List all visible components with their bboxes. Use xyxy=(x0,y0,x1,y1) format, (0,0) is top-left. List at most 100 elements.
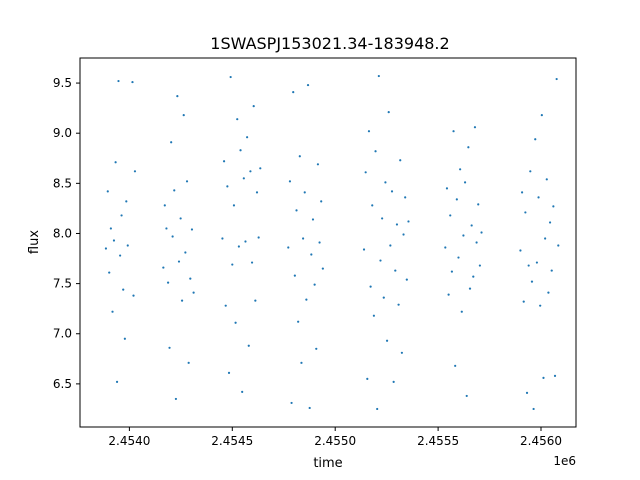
data-point xyxy=(454,364,457,367)
data-point xyxy=(184,251,187,254)
data-point xyxy=(544,237,547,240)
data-point xyxy=(524,211,527,214)
data-point xyxy=(222,160,226,163)
data-point xyxy=(224,304,227,307)
data-point xyxy=(177,260,181,263)
data-point xyxy=(477,203,480,206)
data-point xyxy=(522,300,525,303)
data-point xyxy=(372,314,375,317)
data-point xyxy=(374,150,377,153)
data-point xyxy=(519,249,522,252)
data-point xyxy=(306,83,310,87)
data-point xyxy=(557,244,560,247)
data-point xyxy=(397,303,400,306)
data-point xyxy=(452,130,455,133)
data-point xyxy=(120,214,123,217)
y-tick-label: 6.5 xyxy=(53,377,72,391)
data-point xyxy=(459,168,462,171)
data-point xyxy=(381,217,384,220)
data-point xyxy=(236,118,239,121)
data-point xyxy=(400,351,403,354)
data-point xyxy=(287,246,290,249)
data-point xyxy=(109,227,112,230)
y-axis: 6.5 7.0 7.5 8.0 8.5 9.0 9.5 xyxy=(53,76,80,391)
data-point xyxy=(362,248,366,251)
data-point xyxy=(180,299,184,302)
data-point xyxy=(176,95,179,98)
data-point xyxy=(540,114,543,117)
data-point xyxy=(532,407,535,411)
data-point xyxy=(165,227,168,230)
data-point xyxy=(364,171,367,174)
data-point xyxy=(404,196,407,199)
data-point xyxy=(252,105,255,108)
data-point xyxy=(171,235,174,238)
data-point xyxy=(390,190,394,193)
data-point xyxy=(321,267,324,270)
data-point xyxy=(293,274,296,277)
data-point xyxy=(305,298,308,301)
data-point xyxy=(179,217,182,220)
data-point xyxy=(302,237,305,240)
data-point xyxy=(472,275,475,278)
data-point xyxy=(290,401,293,405)
data-point xyxy=(449,214,452,217)
data-point xyxy=(455,198,458,201)
data-point xyxy=(303,191,306,194)
y-axis-label: flux xyxy=(27,230,42,254)
data-point xyxy=(457,256,460,259)
data-point xyxy=(117,79,120,83)
data-point xyxy=(242,177,245,180)
data-point xyxy=(311,218,315,221)
data-point xyxy=(473,126,477,129)
data-point xyxy=(530,280,534,283)
x-tick-label: 2.4560 xyxy=(520,434,562,448)
x-tick-label: 2.4550 xyxy=(314,434,356,448)
data-point xyxy=(119,254,122,257)
data-point xyxy=(407,220,410,223)
data-point xyxy=(384,181,387,184)
data-point xyxy=(405,278,408,281)
data-point xyxy=(555,77,558,81)
data-point xyxy=(462,234,465,237)
x-axis-label: time xyxy=(313,456,342,471)
data-point xyxy=(126,244,129,247)
data-point xyxy=(295,209,298,212)
data-point xyxy=(259,167,262,170)
data-point xyxy=(187,361,190,364)
data-point xyxy=(478,264,481,267)
data-point xyxy=(537,196,540,199)
data-point xyxy=(123,337,126,340)
data-point xyxy=(237,245,240,248)
data-point xyxy=(308,406,311,410)
data-point xyxy=(234,321,237,324)
data-point xyxy=(553,374,557,377)
data-point xyxy=(527,264,530,267)
data-point xyxy=(297,320,300,323)
data-point xyxy=(247,344,250,347)
data-point xyxy=(254,299,257,302)
data-point xyxy=(376,407,379,411)
data-point xyxy=(382,296,385,299)
data-point xyxy=(468,287,472,290)
data-point xyxy=(173,189,176,192)
data-point xyxy=(480,231,483,234)
data-point xyxy=(255,191,259,194)
data-point xyxy=(394,269,397,272)
data-point xyxy=(132,294,135,297)
data-point xyxy=(552,205,555,208)
plot-frame xyxy=(79,57,577,428)
data-point xyxy=(246,136,249,139)
data-point xyxy=(241,390,244,393)
data-point xyxy=(377,74,380,78)
data-point xyxy=(313,283,316,286)
data-point xyxy=(371,204,374,207)
data-point xyxy=(460,310,463,313)
data-point xyxy=(535,261,539,264)
data-point xyxy=(475,241,478,244)
data-point xyxy=(392,380,395,383)
x-axis: 2.4540 2.4545 2.4550 2.4555 2.4560 xyxy=(108,427,562,448)
data-point xyxy=(104,247,108,250)
x-tick-label: 2.4540 xyxy=(108,434,150,448)
